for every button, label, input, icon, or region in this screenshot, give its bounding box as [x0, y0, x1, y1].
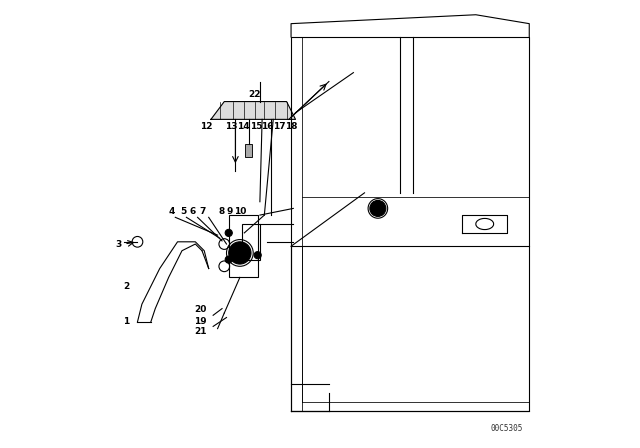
Circle shape — [225, 256, 232, 263]
Text: 14: 14 — [237, 122, 250, 131]
Text: 12: 12 — [200, 122, 212, 131]
Text: 1: 1 — [124, 317, 129, 326]
Circle shape — [228, 242, 251, 264]
Text: 00C5305: 00C5305 — [491, 424, 523, 433]
Text: 2: 2 — [124, 282, 129, 291]
Text: 4: 4 — [169, 207, 175, 216]
Text: 15: 15 — [250, 122, 262, 131]
Text: 8: 8 — [219, 207, 225, 216]
Bar — [245, 144, 252, 157]
Circle shape — [254, 252, 261, 259]
Circle shape — [225, 229, 232, 237]
Text: 7: 7 — [199, 207, 205, 216]
Text: 6: 6 — [189, 207, 195, 216]
Text: 20: 20 — [195, 305, 207, 314]
Text: 22: 22 — [248, 90, 260, 99]
Text: 10: 10 — [234, 207, 246, 216]
Text: 18: 18 — [285, 122, 298, 131]
Circle shape — [370, 200, 386, 216]
Text: 13: 13 — [225, 122, 237, 131]
Text: 11: 11 — [234, 250, 246, 259]
Text: 19: 19 — [195, 317, 207, 326]
Text: 5: 5 — [180, 207, 186, 216]
Bar — [242, 224, 260, 260]
Text: 17: 17 — [273, 122, 285, 131]
Text: 9: 9 — [227, 207, 233, 216]
Text: 3: 3 — [116, 240, 122, 249]
Polygon shape — [211, 102, 296, 119]
Text: 21: 21 — [195, 327, 207, 336]
Bar — [228, 215, 258, 277]
Text: 16: 16 — [261, 122, 274, 131]
